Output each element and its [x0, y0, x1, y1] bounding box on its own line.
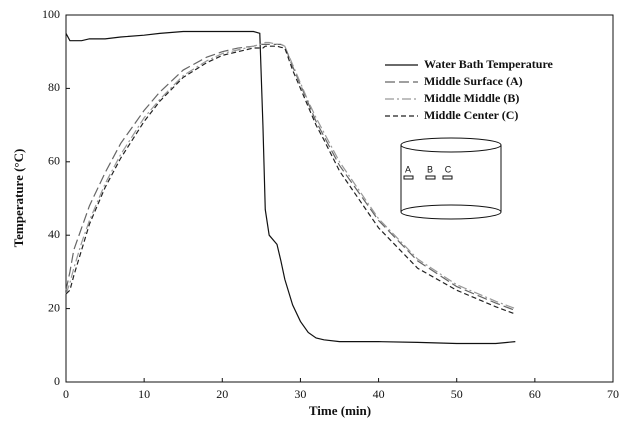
x-tick-label: 0	[63, 387, 69, 401]
x-axis-label: Time (min)	[309, 403, 371, 418]
x-tick-label: 40	[373, 387, 385, 401]
cylinder-top	[400, 137, 502, 153]
x-tick-label: 10	[138, 387, 150, 401]
probe	[425, 175, 436, 180]
legend-label: Water Bath Temperature	[424, 57, 554, 71]
probe-label: B	[427, 164, 433, 174]
x-tick-label: 60	[529, 387, 541, 401]
probe	[403, 175, 414, 180]
y-tick-label: 100	[42, 7, 60, 21]
y-tick-label: 0	[54, 374, 60, 388]
x-tick-label: 30	[294, 387, 306, 401]
plot-frame	[65, 14, 614, 383]
y-axis-label: Temperature (°C)	[11, 149, 26, 248]
probe	[442, 175, 453, 180]
x-tick-label: 70	[607, 387, 619, 401]
legend-label: Middle Middle (B)	[424, 91, 519, 105]
legend-label: Middle Surface (A)	[424, 74, 523, 88]
series-line	[65, 43, 516, 312]
y-tick-label: 80	[48, 80, 60, 94]
probe-label: A	[405, 164, 411, 174]
y-tick-label: 40	[48, 227, 60, 241]
y-tick-label: 20	[48, 300, 60, 314]
series-line	[65, 41, 516, 310]
x-tick-label: 20	[216, 387, 228, 401]
series-line	[65, 30, 516, 345]
legend-label: Middle Center (C)	[424, 108, 518, 122]
probe-label: C	[445, 164, 452, 174]
x-tick-label: 50	[451, 387, 463, 401]
cylinder-bottom	[400, 204, 502, 220]
inset-cylinder: A B C	[400, 137, 502, 220]
series-line	[65, 45, 516, 315]
y-tick-label: 60	[48, 154, 60, 168]
